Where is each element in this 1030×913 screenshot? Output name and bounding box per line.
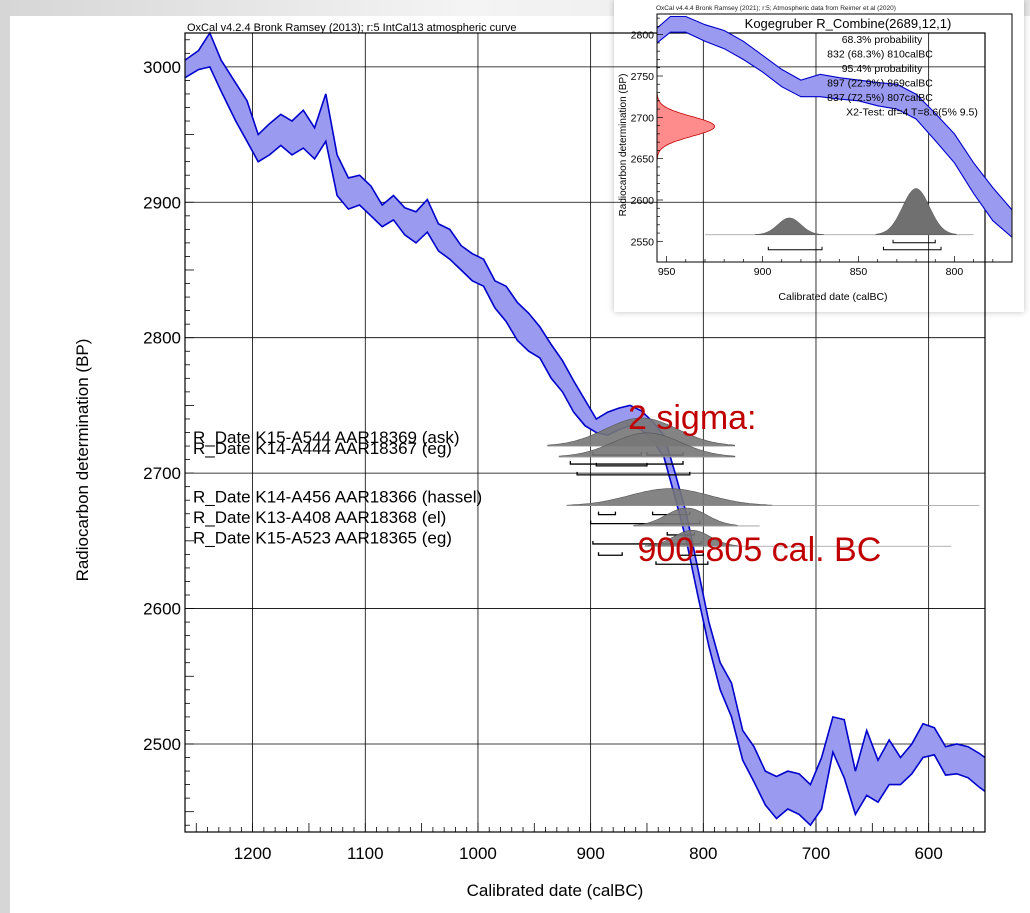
date-group: R_Date K14-A456 AAR18366 (hassel) bbox=[193, 488, 980, 525]
y-tick-label: 2500 bbox=[143, 735, 181, 754]
range-95-bracket bbox=[569, 461, 684, 465]
inset-stat-line: 837 (72.5%) 807calBC bbox=[827, 92, 933, 104]
inset-curve-band bbox=[657, 16, 1012, 238]
inset-header: OxCal v4.4.4 Bronk Ramsey (2021); r:5; A… bbox=[656, 5, 896, 12]
inset-stat-line: 95.4% probability bbox=[842, 63, 923, 75]
x-tick-label: 600 bbox=[914, 844, 942, 863]
inset-range-95-bracket bbox=[882, 246, 942, 251]
inset-stat-line: 68.3% probability bbox=[842, 34, 923, 46]
date-label: R_Date K15-A523 AAR18365 (eg) bbox=[193, 528, 452, 547]
inset-curve-lower bbox=[657, 31, 1012, 238]
date-distribution bbox=[633, 507, 738, 527]
range-68-bracket bbox=[597, 511, 617, 516]
x-tick-label: 800 bbox=[689, 844, 717, 863]
inset-title: Kogegruber R_Combine(2689,12,1) bbox=[745, 16, 952, 31]
main-chart-title: OxCal v4.2.4 Bronk Ramsey (2013); r:5 In… bbox=[187, 22, 517, 34]
x-tick-label: 1200 bbox=[234, 844, 272, 863]
inset-x-tick-label: 900 bbox=[754, 266, 772, 278]
date-label: R_Date K14-A444 AAR18367 (eg) bbox=[193, 439, 452, 458]
date-label: R_Date K14-A456 AAR18366 (hassel) bbox=[193, 488, 482, 507]
date-distribution bbox=[644, 530, 738, 547]
two-sigma-annotation: 2 sigma: 900-805 cal. BC bbox=[628, 308, 968, 660]
y-tick-label: 2600 bbox=[143, 600, 181, 619]
inset-range-95-bracket bbox=[767, 246, 823, 251]
inset-stat-line: X2-Test: df=4 T=8.6(5% 9.5) bbox=[846, 107, 978, 119]
inset-y-tick-label: 2800 bbox=[631, 30, 655, 42]
date-label: R_Date K13-A408 AAR18368 (el) bbox=[193, 508, 446, 527]
inset-posterior-peak bbox=[875, 188, 957, 235]
inset-x-tick-label: 950 bbox=[658, 266, 676, 278]
calibration-curve-lower bbox=[184, 65, 986, 827]
inset-y-tick-label: 2550 bbox=[631, 236, 655, 248]
main-grid bbox=[185, 33, 985, 832]
inset-stat-line: 897 (22.9%) 869calBC bbox=[827, 78, 933, 90]
annotation-line-1: 2 sigma: bbox=[628, 399, 757, 437]
main-chart-background bbox=[10, 16, 545, 913]
range-95-bracket bbox=[576, 471, 691, 476]
inset-x-tick-label: 850 bbox=[850, 266, 868, 278]
main-minor-ticks bbox=[185, 39, 975, 832]
date-group: R_Date K14-A444 AAR18367 (eg) bbox=[193, 432, 736, 476]
date-distribution bbox=[558, 432, 736, 458]
inset-y-tick-label: 2700 bbox=[631, 112, 655, 124]
y-tick-label: 2900 bbox=[143, 193, 181, 212]
inset-plot-frame bbox=[656, 13, 1013, 263]
inset-y-axis-label: Radiocarbon determination (BP) bbox=[618, 74, 629, 217]
range-68-bracket bbox=[597, 552, 623, 556]
inset-radiocarbon-distribution bbox=[656, 93, 716, 160]
x-axis-label: Calibrated date (calBC) bbox=[467, 881, 644, 900]
inset-curve-upper bbox=[657, 15, 1012, 211]
inset-range-68-bracket bbox=[892, 239, 936, 244]
y-tick-label: 2800 bbox=[143, 329, 181, 348]
x-tick-label: 700 bbox=[802, 844, 830, 863]
inset-x-axis-label: Calibrated date (calBC) bbox=[778, 291, 887, 303]
inset-ticks bbox=[657, 17, 994, 262]
y-tick-label: 2700 bbox=[143, 464, 181, 483]
y-axis-label: Radiocarbon determination (BP) bbox=[73, 339, 92, 582]
inset-y-tick-label: 2600 bbox=[631, 195, 655, 207]
main-plot-frame bbox=[184, 32, 986, 833]
y-tick-label: 3000 bbox=[143, 58, 181, 77]
x-tick-label: 1100 bbox=[347, 844, 384, 863]
inset-posterior-peak bbox=[754, 217, 825, 235]
x-tick-label: 1000 bbox=[459, 844, 497, 863]
date-distribution bbox=[547, 417, 735, 447]
inset-x-tick-label: 800 bbox=[946, 266, 964, 278]
date-distribution bbox=[566, 488, 773, 506]
annotation-line-2: 900-805 cal. BC bbox=[628, 531, 882, 569]
inset-stat-line: 832 (68.3%) 810calBC bbox=[827, 49, 933, 61]
date-group: R_Date K15-A544 AAR18369 (ask) bbox=[193, 417, 735, 465]
calibration-curve-upper bbox=[184, 31, 986, 786]
x-tick-label: 900 bbox=[576, 844, 604, 863]
main-tick-labels: 1200 1100 1000 900 800 700 600 2500 2600 2700 2800… bbox=[143, 58, 943, 863]
date-label: R_Date K15-A544 AAR18369 (ask) bbox=[193, 428, 460, 447]
date-group: R_Date K15-A523 AAR18365 (eg) bbox=[193, 528, 952, 565]
range-68-bracket bbox=[595, 462, 648, 467]
range-95-bracket bbox=[655, 561, 709, 565]
inset-y-tick-label: 2650 bbox=[631, 154, 655, 166]
inset-y-tick-label: 2750 bbox=[631, 71, 655, 83]
range-68-bracket bbox=[677, 552, 704, 556]
inset-curve-group bbox=[657, 15, 1012, 238]
